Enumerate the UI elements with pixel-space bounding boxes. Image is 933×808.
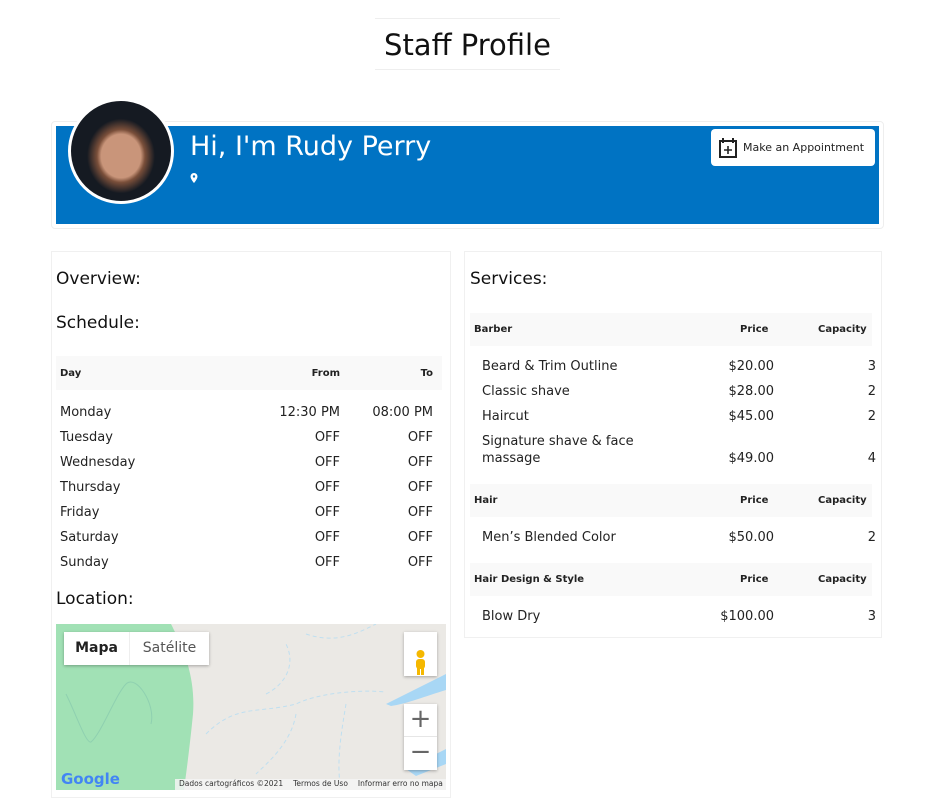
service-name: Classic shave xyxy=(482,384,570,399)
service-capacity: 2 xyxy=(867,530,876,545)
group-name: Barber xyxy=(474,324,513,335)
map-footer: Dados cartográficos ©2021 Termos de Uso … xyxy=(175,779,446,790)
service-row[interactable]: Men’s Blended Color $50.00 2 xyxy=(482,529,876,546)
pegman-icon xyxy=(416,650,425,675)
from-time: OFF xyxy=(314,430,340,445)
to-time: OFF xyxy=(407,455,433,470)
service-capacity: 2 xyxy=(867,409,876,424)
map-tab[interactable]: Mapa xyxy=(64,632,130,665)
service-price: $100.00 xyxy=(720,609,774,624)
service-price: $50.00 xyxy=(728,530,775,545)
service-name: Men’s Blended Color xyxy=(482,530,616,545)
to-time: OFF xyxy=(407,430,433,445)
to-time: OFF xyxy=(407,505,433,520)
map-type-control: Mapa Satélite xyxy=(64,632,209,665)
zoom-in-button[interactable]: + xyxy=(404,704,437,737)
from-time: OFF xyxy=(314,555,340,570)
service-price: $20.00 xyxy=(728,359,775,374)
location-pin-icon xyxy=(190,173,198,183)
col-to: To xyxy=(420,367,433,379)
group-name: Hair xyxy=(474,495,498,506)
make-appointment-button[interactable]: Make an Appointment xyxy=(711,129,875,166)
to-time: OFF xyxy=(407,530,433,545)
day: Sunday xyxy=(60,555,109,570)
location-map[interactable]: Mapa Satélite + − Google Dados cartográf… xyxy=(56,624,446,790)
schedule-row: Monday 12:30 PM 08:00 PM xyxy=(60,405,433,420)
report-error-link[interactable]: Informar erro no mapa xyxy=(357,779,443,788)
service-row[interactable]: Haircut $45.00 2 xyxy=(482,408,876,425)
zoom-out-button[interactable]: − xyxy=(409,737,432,767)
capacity-label: Capacity xyxy=(818,574,867,585)
from-time: OFF xyxy=(314,455,340,470)
services-heading: Services: xyxy=(470,269,548,289)
appointment-label: Make an Appointment xyxy=(743,141,865,154)
left-panel xyxy=(51,251,451,798)
calendar-plus-icon xyxy=(719,137,737,158)
schedule-heading: Schedule: xyxy=(56,313,140,333)
from-time: OFF xyxy=(314,530,340,545)
col-day: Day xyxy=(60,367,82,379)
to-time: 08:00 PM xyxy=(372,405,433,420)
price-label: Price xyxy=(740,574,769,585)
overview-heading: Overview: xyxy=(56,269,141,289)
services-panel xyxy=(464,251,882,638)
day: Thursday xyxy=(60,480,121,495)
schedule-row: Friday OFF OFF xyxy=(60,505,433,520)
from-time: OFF xyxy=(314,480,340,495)
schedule-row: Saturday OFF OFF xyxy=(60,530,433,545)
satellite-tab[interactable]: Satélite xyxy=(142,640,197,656)
price-label: Price xyxy=(740,495,769,506)
page-title: Staff Profile xyxy=(375,18,560,70)
service-group-header: Barber Price Capacity xyxy=(470,313,872,346)
capacity-label: Capacity xyxy=(818,324,867,335)
service-capacity: 3 xyxy=(867,359,876,374)
service-capacity: 4 xyxy=(867,451,876,466)
map-data-credit: Dados cartográficos ©2021 xyxy=(179,779,284,788)
service-row[interactable]: Signature shave & face massage $49.00 4 xyxy=(482,433,876,467)
service-price: $49.00 xyxy=(728,451,775,466)
service-row[interactable]: Beard & Trim Outline $20.00 3 xyxy=(482,358,876,375)
service-capacity: 3 xyxy=(867,609,876,624)
schedule-row: Thursday OFF OFF xyxy=(60,480,433,495)
avatar xyxy=(68,98,174,204)
from-time: 12:30 PM xyxy=(279,405,340,420)
service-name: Beard & Trim Outline xyxy=(482,359,618,374)
day: Monday xyxy=(60,405,112,420)
google-logo: Google xyxy=(61,770,120,788)
service-name: Signature shave & face massage xyxy=(482,434,634,466)
location-heading: Location: xyxy=(56,589,134,609)
price-label: Price xyxy=(740,324,769,335)
service-row[interactable]: Blow Dry $100.00 3 xyxy=(482,608,876,625)
day: Wednesday xyxy=(60,455,136,470)
service-price: $28.00 xyxy=(728,384,775,399)
day: Tuesday xyxy=(60,430,113,445)
service-price: $45.00 xyxy=(728,409,775,424)
to-time: OFF xyxy=(407,480,433,495)
schedule-row: Wednesday OFF OFF xyxy=(60,455,433,470)
schedule-row: Tuesday OFF OFF xyxy=(60,430,433,445)
service-name: Haircut xyxy=(482,409,529,424)
capacity-label: Capacity xyxy=(818,495,867,506)
service-group-header: Hair Design & Style Price Capacity xyxy=(470,563,872,596)
terms-link[interactable]: Termos de Uso xyxy=(293,779,348,788)
schedule-header: Day From To xyxy=(56,356,442,390)
zoom-control: + − xyxy=(404,704,437,770)
service-group-header: Hair Price Capacity xyxy=(470,484,872,517)
staff-greeting: Hi, I'm Rudy Perry xyxy=(190,131,432,162)
schedule-row: Sunday OFF OFF xyxy=(60,555,433,570)
group-name: Hair Design & Style xyxy=(474,574,585,585)
service-row[interactable]: Classic shave $28.00 2 xyxy=(482,383,876,400)
street-view-button[interactable] xyxy=(404,632,437,676)
to-time: OFF xyxy=(407,555,433,570)
from-time: OFF xyxy=(314,505,340,520)
service-name: Blow Dry xyxy=(482,609,541,624)
service-capacity: 2 xyxy=(867,384,876,399)
day: Saturday xyxy=(60,530,119,545)
col-from: From xyxy=(311,367,340,379)
day: Friday xyxy=(60,505,100,520)
